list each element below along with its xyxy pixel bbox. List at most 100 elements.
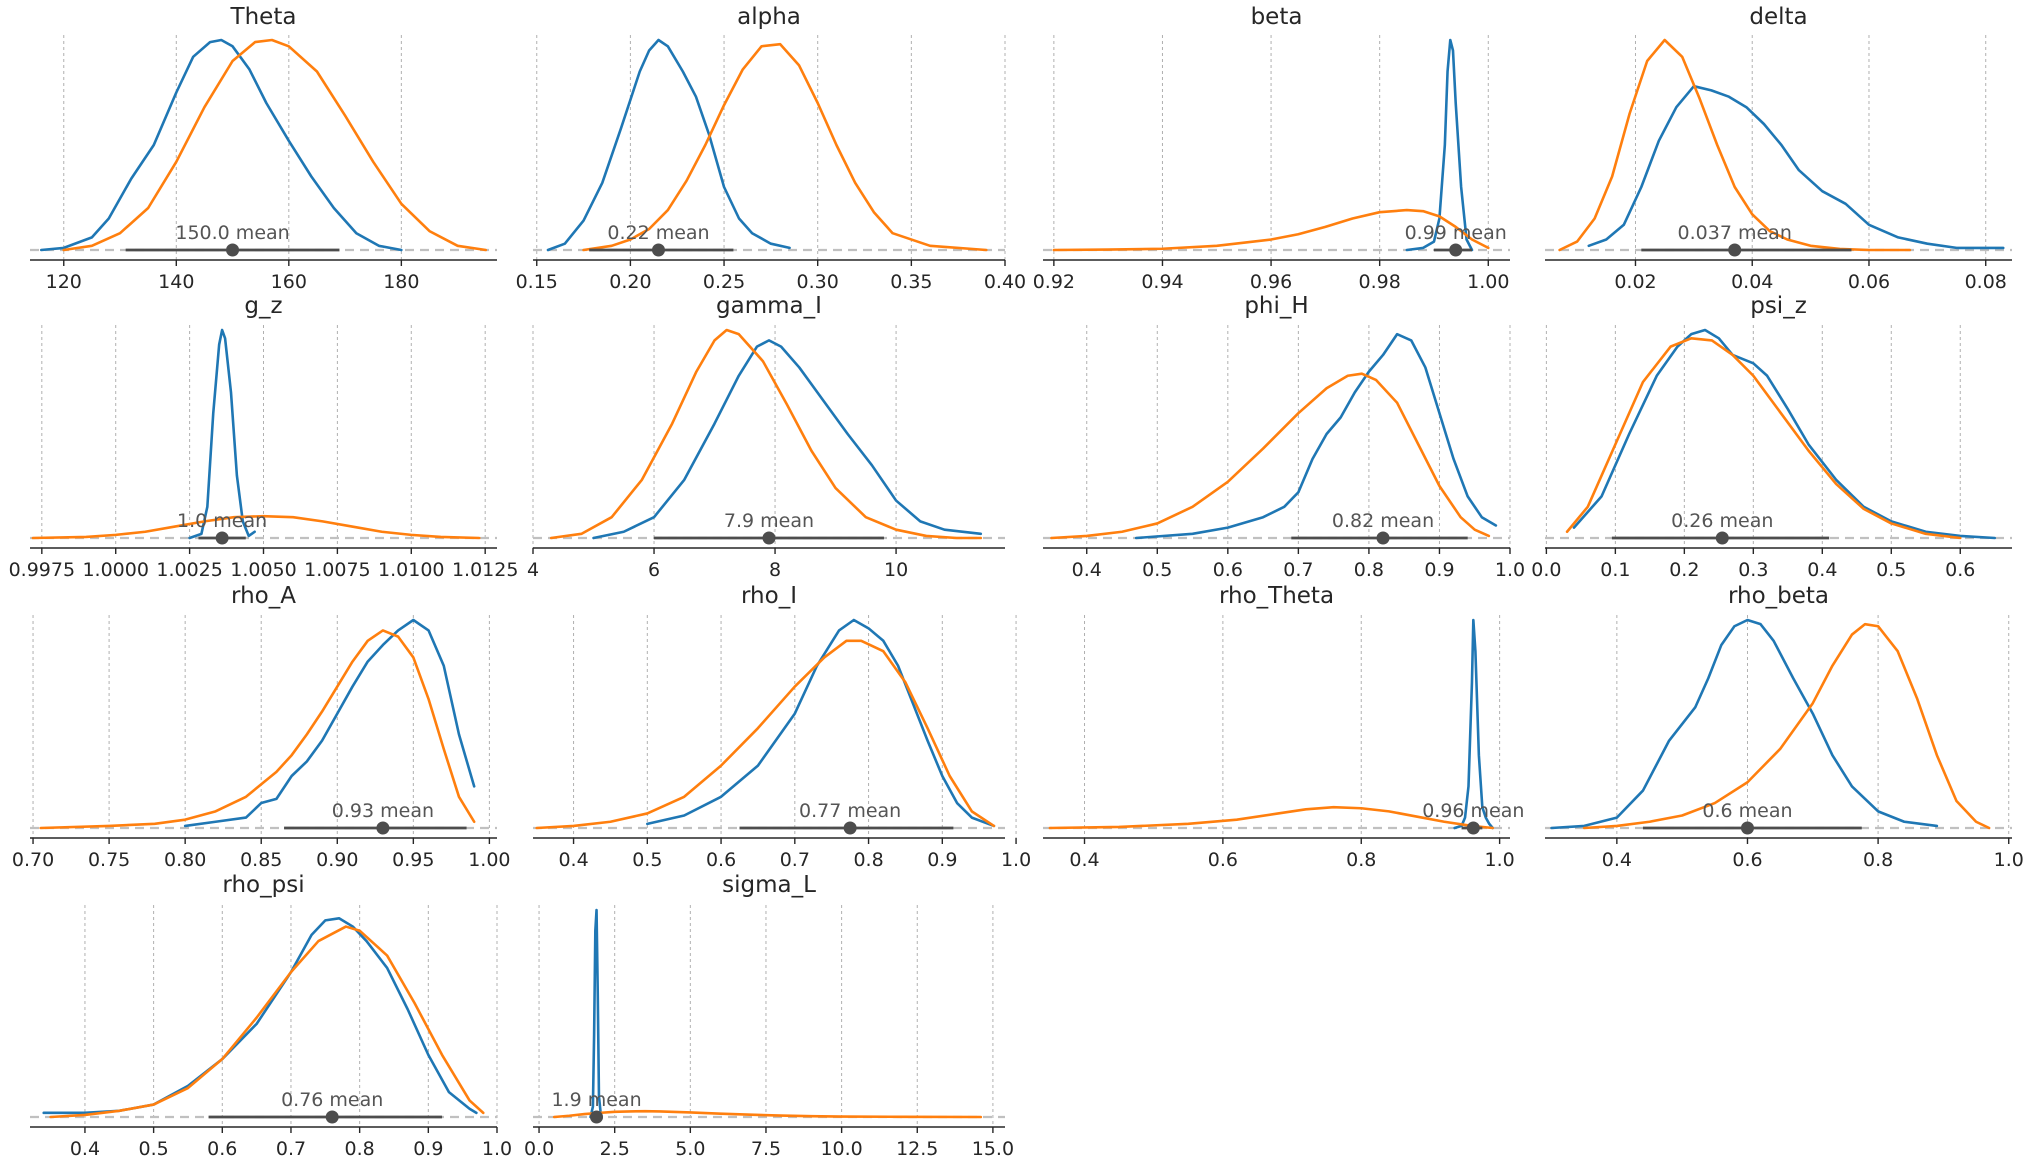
x-tick-label: 0.6 (1732, 849, 1762, 871)
mean-point (1728, 243, 1742, 257)
x-tick-label: 1.0000 (82, 559, 148, 581)
panel-g_z: g_z 1.0 mean 0.9975 1.0000 1.0025 1.0050 1.007… (9, 293, 519, 581)
x-tick-label: 0.7 (1283, 559, 1313, 581)
mean-label: 0.77 mean (799, 800, 901, 822)
mean-point (226, 243, 240, 257)
x-tick-label: 0.4 (1807, 559, 1837, 581)
x-tick-label: 1.00 (468, 849, 510, 871)
density-curve-blue (589, 908, 603, 1119)
x-tick-label: 0.94 (1141, 271, 1183, 293)
density-curve-blue (42, 916, 478, 1115)
x-tick-label: 0.4 (70, 1138, 100, 1160)
x-tick-label: 0.3 (1738, 559, 1768, 581)
x-tick-label: 0.30 (797, 271, 839, 293)
x-tick-label: 5.0 (675, 1138, 705, 1160)
density-curve-blue (39, 38, 403, 252)
x-tick-label: 0.8 (1354, 559, 1384, 581)
mean-point (1449, 243, 1463, 257)
x-tick-label: 0.95 (392, 849, 434, 871)
density-curve-blue (1587, 84, 2005, 250)
density-curve-blue (183, 618, 476, 828)
density-curve-orange (582, 42, 988, 252)
x-tick-label: 120 (46, 271, 82, 293)
density-curve-orange (49, 925, 485, 1119)
x-tick-label: 0.70 (12, 849, 54, 871)
x-tick-label: 4 (527, 559, 539, 581)
x-tick-label: 1.0 (1495, 559, 1525, 581)
x-tick-label: 0.0 (524, 1138, 554, 1160)
mean-label: 0.93 mean (332, 800, 434, 822)
mean-label: 150.0 mean (175, 222, 289, 244)
density-curve-orange (1565, 337, 1962, 540)
mean-label: 0.22 mean (607, 222, 709, 244)
x-tick-label: 0.4 (1072, 559, 1102, 581)
mean-point (843, 821, 857, 835)
x-tick-label: 0.4 (558, 849, 588, 871)
x-tick-label: 0.90 (316, 849, 358, 871)
x-tick-label: 0.96 (1250, 271, 1292, 293)
x-tick-label: 1.0025 (156, 559, 222, 581)
mean-label: 1.0 mean (177, 510, 267, 532)
x-tick-label: 1.0 (1001, 849, 1031, 871)
x-tick-label: 1.0 (1994, 849, 2024, 871)
panel-title: gamma_I (716, 293, 822, 319)
density-curve-blue (592, 339, 983, 540)
mean-point (325, 1110, 339, 1124)
panel-title: rho_psi (222, 872, 304, 898)
mean-point (1376, 531, 1390, 545)
x-tick-label: 0.75 (88, 849, 130, 871)
mean-point (376, 821, 390, 835)
x-tick-label: 0.0 (1531, 559, 1561, 581)
x-tick-label: 0.7 (780, 849, 810, 871)
density-curve-orange (1050, 372, 1491, 540)
panel-rho_A: rho_A 0.93 mean 0.70 0.75 0.80 0.85 0.90 0.95 1.… (12, 583, 511, 871)
x-tick-label: 0.2 (1669, 559, 1699, 581)
x-tick-label: 0.04 (1731, 271, 1773, 293)
x-tick-label: 0.6 (207, 1138, 237, 1160)
mean-point (1715, 531, 1729, 545)
panel-title: rho_A (231, 583, 296, 609)
x-tick-label: 0.6 (706, 849, 736, 871)
x-tick-label: 0.80 (164, 849, 206, 871)
panel-delta: delta 0.037 mean 0.02 0.04 0.06 0.08 (1545, 4, 2012, 293)
x-tick-label: 0.9975 (9, 559, 75, 581)
x-tick-label: 12.5 (896, 1138, 938, 1160)
mean-label: 0.82 mean (1332, 510, 1434, 532)
x-tick-label: 0.06 (1848, 271, 1890, 293)
mean-point (215, 531, 229, 545)
x-tick-label: 1.0 (482, 1138, 512, 1160)
x-tick-label: 0.9 (927, 849, 957, 871)
mean-point (1740, 821, 1754, 835)
density-curve-orange (1052, 208, 1490, 252)
panel-title: rho_Theta (1219, 583, 1334, 609)
density-curve-blue (1550, 618, 1939, 830)
x-tick-label: 0.8 (1346, 849, 1376, 871)
mean-label: 7.9 mean (724, 510, 814, 532)
panel-beta: beta 0.99 mean 0.92 0.94 0.96 0.98 1.00 (1033, 4, 1510, 293)
mean-label: 0.76 mean (281, 1089, 383, 1111)
x-tick-label: 10.0 (820, 1138, 862, 1160)
x-tick-label: 0.9 (1424, 559, 1454, 581)
panel-rho_psi: rho_psi 0.76 mean 0.4 0.5 0.6 0.7 0.8 0.9 1.0 (30, 872, 512, 1160)
x-tick-label: 0.40 (984, 271, 1026, 293)
x-tick-label: 0.92 (1033, 271, 1075, 293)
density-curve-blue (1572, 328, 1997, 540)
x-tick-label: 1.0125 (452, 559, 518, 581)
x-tick-label: 0.9 (413, 1138, 443, 1160)
x-tick-label: 0.4 (1602, 849, 1632, 871)
panel-rho_beta: rho_beta 0.6 mean 0.4 0.6 0.8 1.0 (1545, 583, 2024, 871)
mean-label: 0.037 mean (1678, 222, 1792, 244)
mean-point (1466, 821, 1480, 835)
x-tick-label: 0.8 (853, 849, 883, 871)
x-tick-label: 0.20 (609, 271, 651, 293)
x-tick-label: 0.5 (1142, 559, 1172, 581)
panel-gamma_I: gamma_I 7.9 mean 4 6 8 10 (527, 293, 1005, 581)
x-tick-label: 0.98 (1359, 271, 1401, 293)
mean-label: 1.9 mean (551, 1089, 641, 1111)
density-curve-blue (646, 618, 996, 828)
panel-phi_H: phi_H 0.82 mean 0.4 0.5 0.6 0.7 0.8 0.9 1.0 (1043, 293, 1525, 581)
density-curve-blue (1453, 618, 1494, 830)
x-tick-label: 0.8 (345, 1138, 375, 1160)
panel-title: psi_z (1750, 293, 1807, 319)
